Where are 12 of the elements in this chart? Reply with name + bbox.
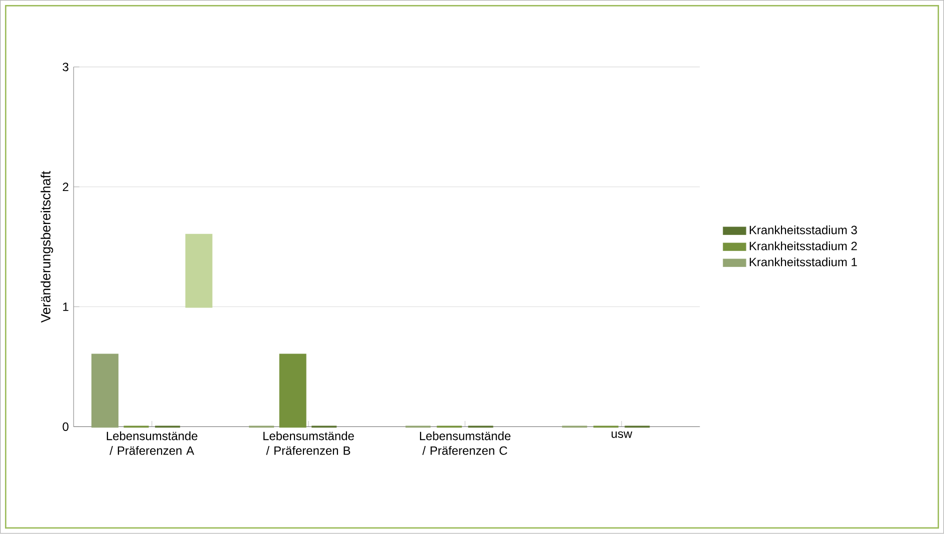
y-tick-label: 0: [62, 422, 68, 432]
x-tick-label: usw: [612, 432, 632, 438]
legend-label: Krankheitsstadium 2: [750, 242, 857, 250]
x-tick-label: Lebensumstände / Präferenzen C: [420, 432, 510, 456]
legend-label: Krankheitsstadium 3: [750, 226, 857, 234]
x-tick-label: Lebensumstände / Präferenzen A: [106, 432, 198, 456]
y-tick-label: 3: [62, 62, 68, 72]
x-tick-label: Lebensumstände / Präferenzen B: [263, 432, 354, 456]
y-axis-title: Veränderungsbereitschaft: [40, 171, 54, 323]
legend-label: Krankheitsstadium 1: [750, 258, 857, 266]
y-tick-label: 1: [63, 302, 68, 312]
y-tick-label: 2: [62, 182, 68, 192]
